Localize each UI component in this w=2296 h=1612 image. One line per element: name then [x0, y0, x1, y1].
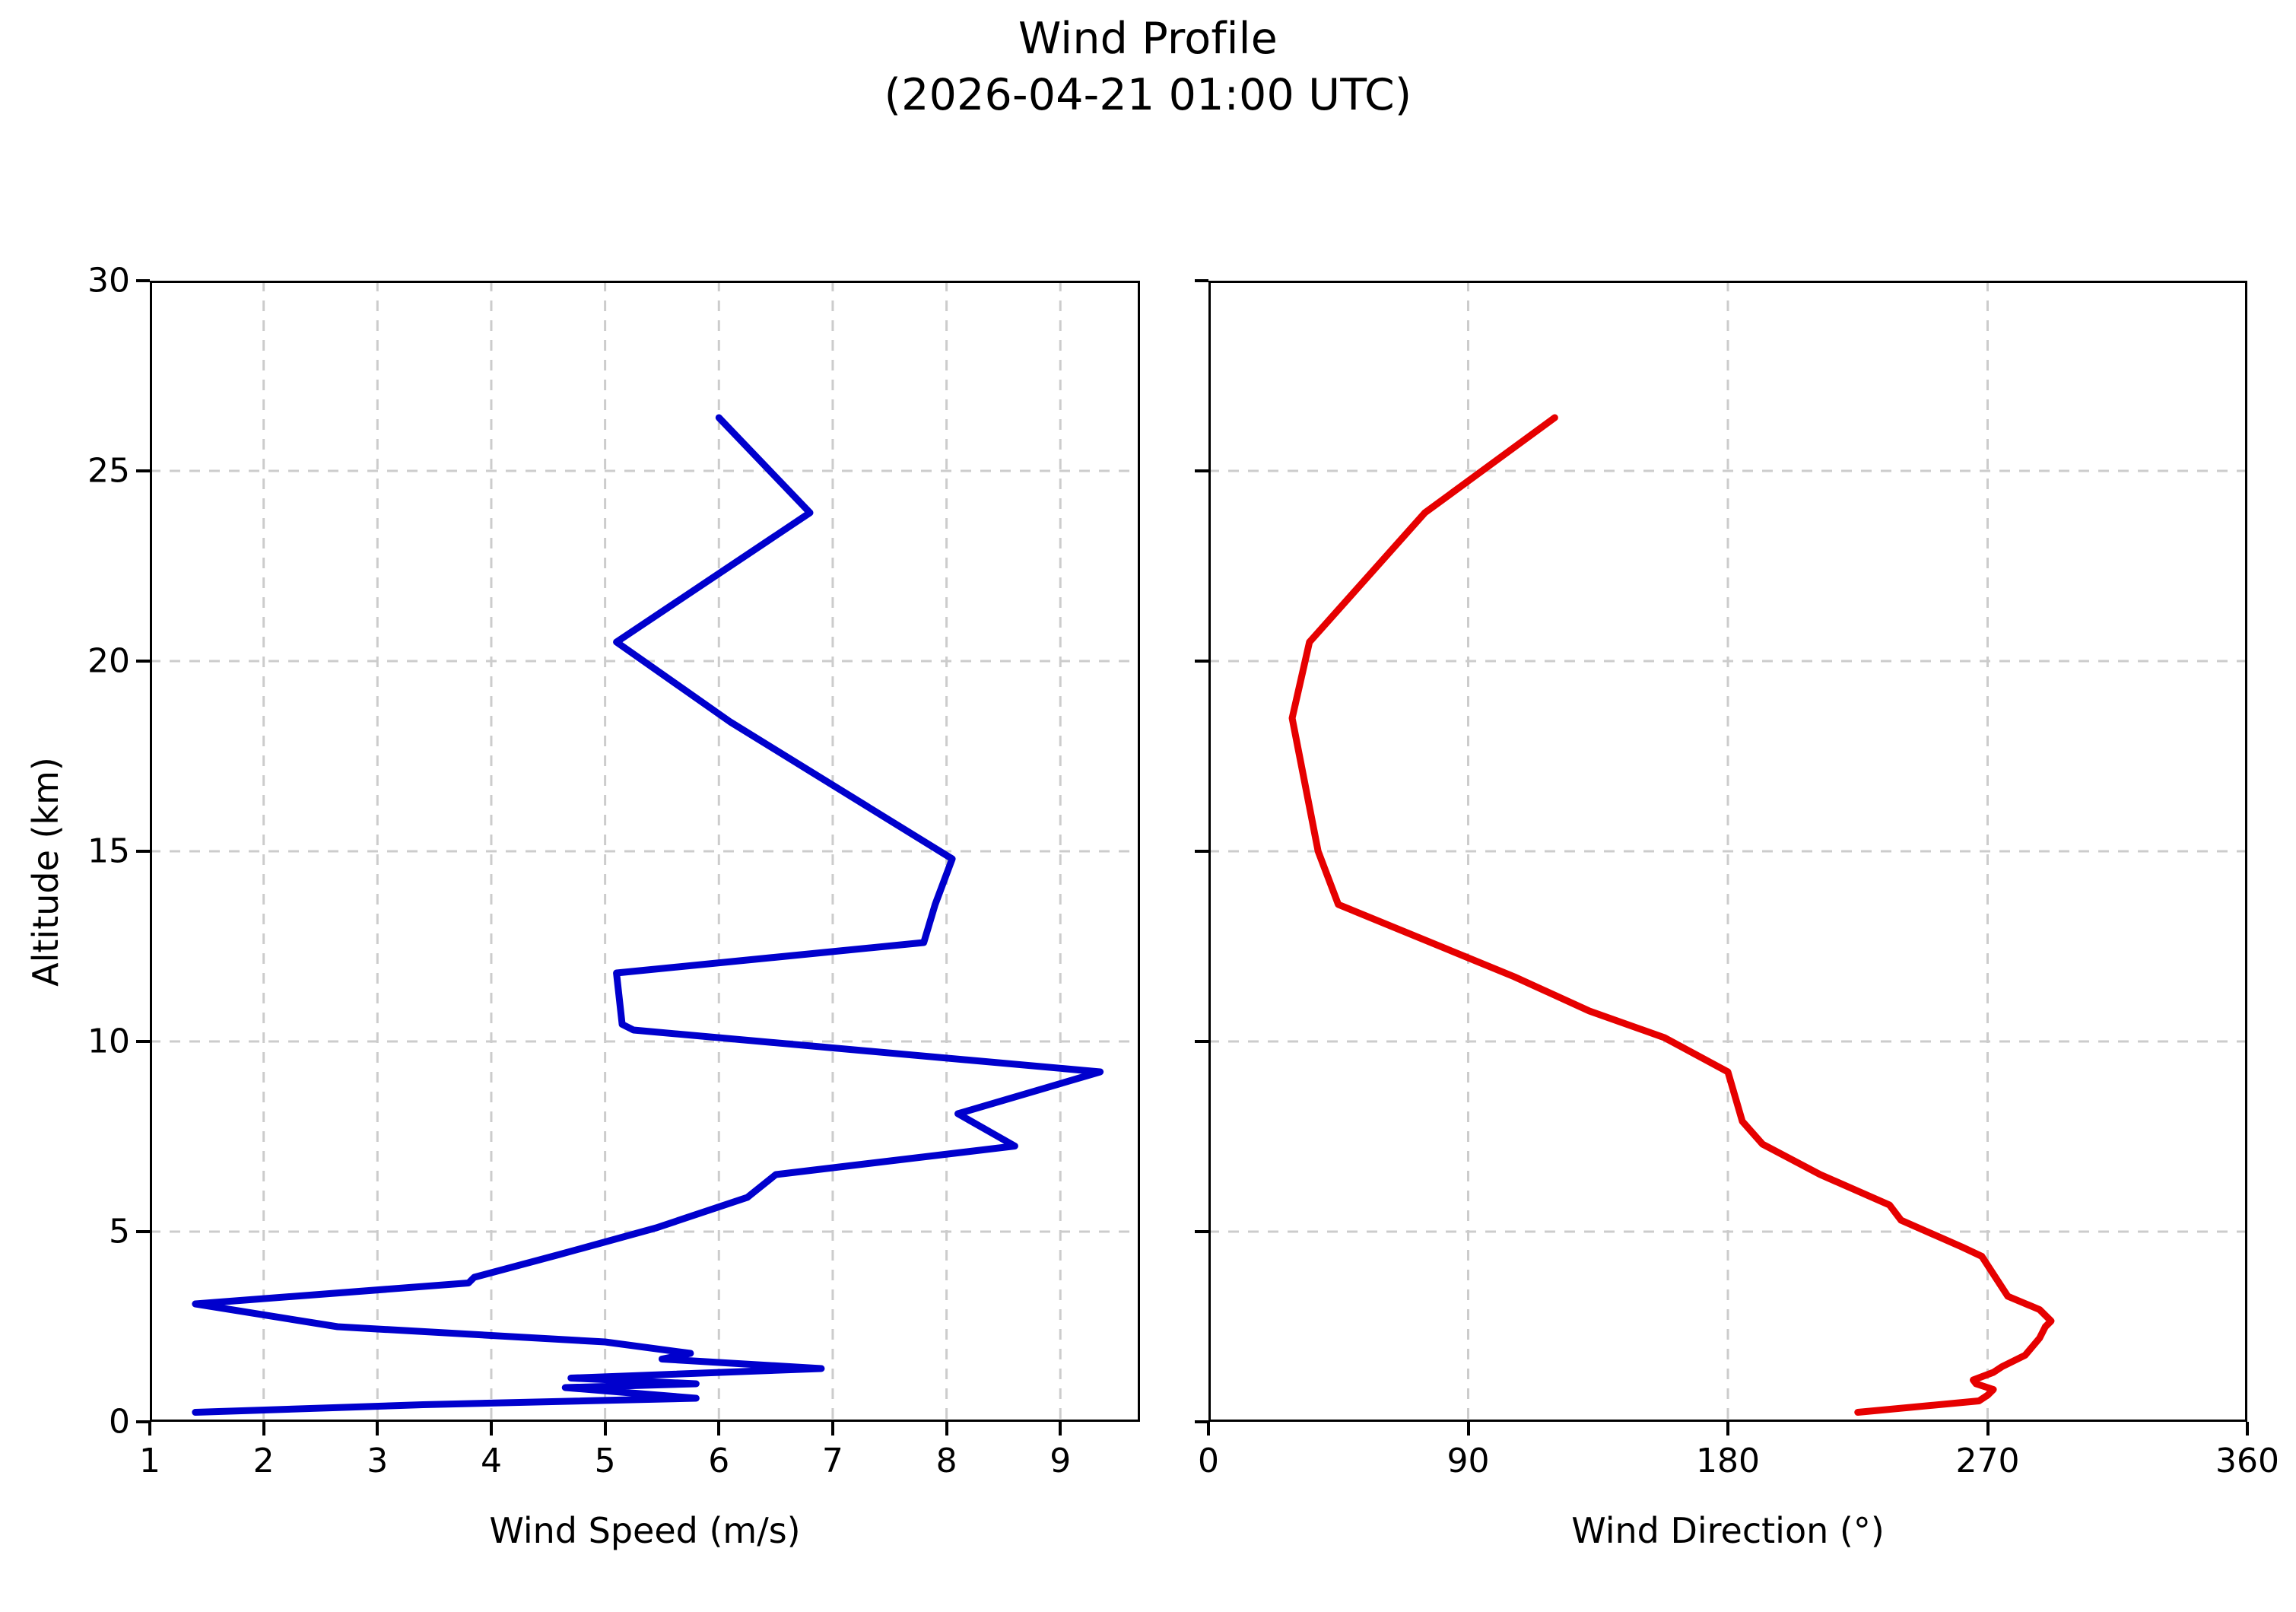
- tick-mark: [262, 1422, 265, 1436]
- tick-mark: [603, 1422, 607, 1436]
- altitude-tick-30: 30: [87, 261, 130, 300]
- tick-mark: [136, 660, 150, 663]
- wind-speed-tick-3: 3: [367, 1442, 389, 1480]
- tick-mark: [1195, 1040, 1208, 1043]
- tick-mark: [1195, 1230, 1208, 1233]
- tick-mark: [1059, 1422, 1062, 1436]
- tick-mark: [2246, 1422, 2249, 1436]
- wind-direction-axes-frame: [1208, 281, 2247, 1422]
- wind-speed-panel: [150, 281, 1140, 1422]
- wind-speed-tick-4: 4: [480, 1442, 502, 1480]
- wind-speed-tick-1: 1: [139, 1442, 160, 1480]
- tick-mark: [1466, 1422, 1470, 1436]
- tick-mark: [945, 1422, 948, 1436]
- tick-mark: [1207, 1422, 1210, 1436]
- tick-mark: [136, 279, 150, 282]
- tick-mark: [136, 850, 150, 853]
- tick-mark: [376, 1422, 379, 1436]
- wind-direction-tick-90: 90: [1447, 1442, 1490, 1480]
- wind-speed-axes-frame: [150, 281, 1140, 1422]
- wind-direction-tick-0: 0: [1198, 1442, 1219, 1480]
- tick-mark: [136, 1420, 150, 1423]
- tick-mark: [136, 469, 150, 472]
- wind-direction-plot-area: [1208, 281, 2247, 1422]
- wind-speed-plot-area: [150, 281, 1140, 1422]
- altitude-tick-10: 10: [87, 1022, 130, 1061]
- altitude-tick-20: 20: [87, 641, 130, 681]
- wind-speed-tick-5: 5: [594, 1442, 616, 1480]
- wind-speed-tick-2: 2: [252, 1442, 275, 1480]
- tick-mark: [717, 1422, 721, 1436]
- wind-direction-profile-line: [1288, 414, 2055, 1416]
- figure-title-line-2: (2026-04-21 01:00 UTC): [884, 70, 1412, 121]
- wind-direction-tick-270: 270: [1955, 1442, 2020, 1480]
- altitude-tick-25: 25: [87, 451, 130, 491]
- wind-speed-profile-line: [192, 414, 1104, 1416]
- tick-mark: [1726, 1422, 1729, 1436]
- tick-mark: [136, 1230, 150, 1233]
- tick-mark: [136, 1040, 150, 1043]
- wind-direction-axis-label: Wind Direction (°): [1571, 1510, 1885, 1551]
- tick-mark: [1986, 1422, 1990, 1436]
- tick-mark: [1195, 850, 1208, 853]
- wind-speed-axis-label: Wind Speed (m/s): [489, 1510, 801, 1551]
- wind-speed-tick-7: 7: [821, 1442, 843, 1480]
- altitude-tick-15: 15: [87, 831, 130, 871]
- wind-direction-tick-360: 360: [2215, 1442, 2279, 1480]
- tick-mark: [1195, 660, 1208, 663]
- tick-mark: [148, 1422, 151, 1436]
- tick-mark: [830, 1422, 834, 1436]
- wind-speed-tick-9: 9: [1050, 1442, 1072, 1480]
- wind-direction-tick-180: 180: [1696, 1442, 1760, 1480]
- wind-direction-panel: [1208, 281, 2247, 1422]
- wind-speed-tick-6: 6: [708, 1442, 730, 1480]
- altitude-tick-0: 0: [109, 1402, 130, 1442]
- y-axis-label: Altitude (km): [25, 757, 66, 987]
- wind-speed-tick-8: 8: [935, 1442, 957, 1480]
- tick-mark: [1195, 1420, 1208, 1423]
- tick-mark: [1195, 279, 1208, 282]
- tick-mark: [1195, 469, 1208, 472]
- figure-title: Wind Profile (2026-04-21 01:00 UTC): [0, 11, 2296, 123]
- figure-title-line-1: Wind Profile: [1018, 14, 1278, 64]
- tick-mark: [489, 1422, 493, 1436]
- altitude-tick-5: 5: [109, 1212, 130, 1251]
